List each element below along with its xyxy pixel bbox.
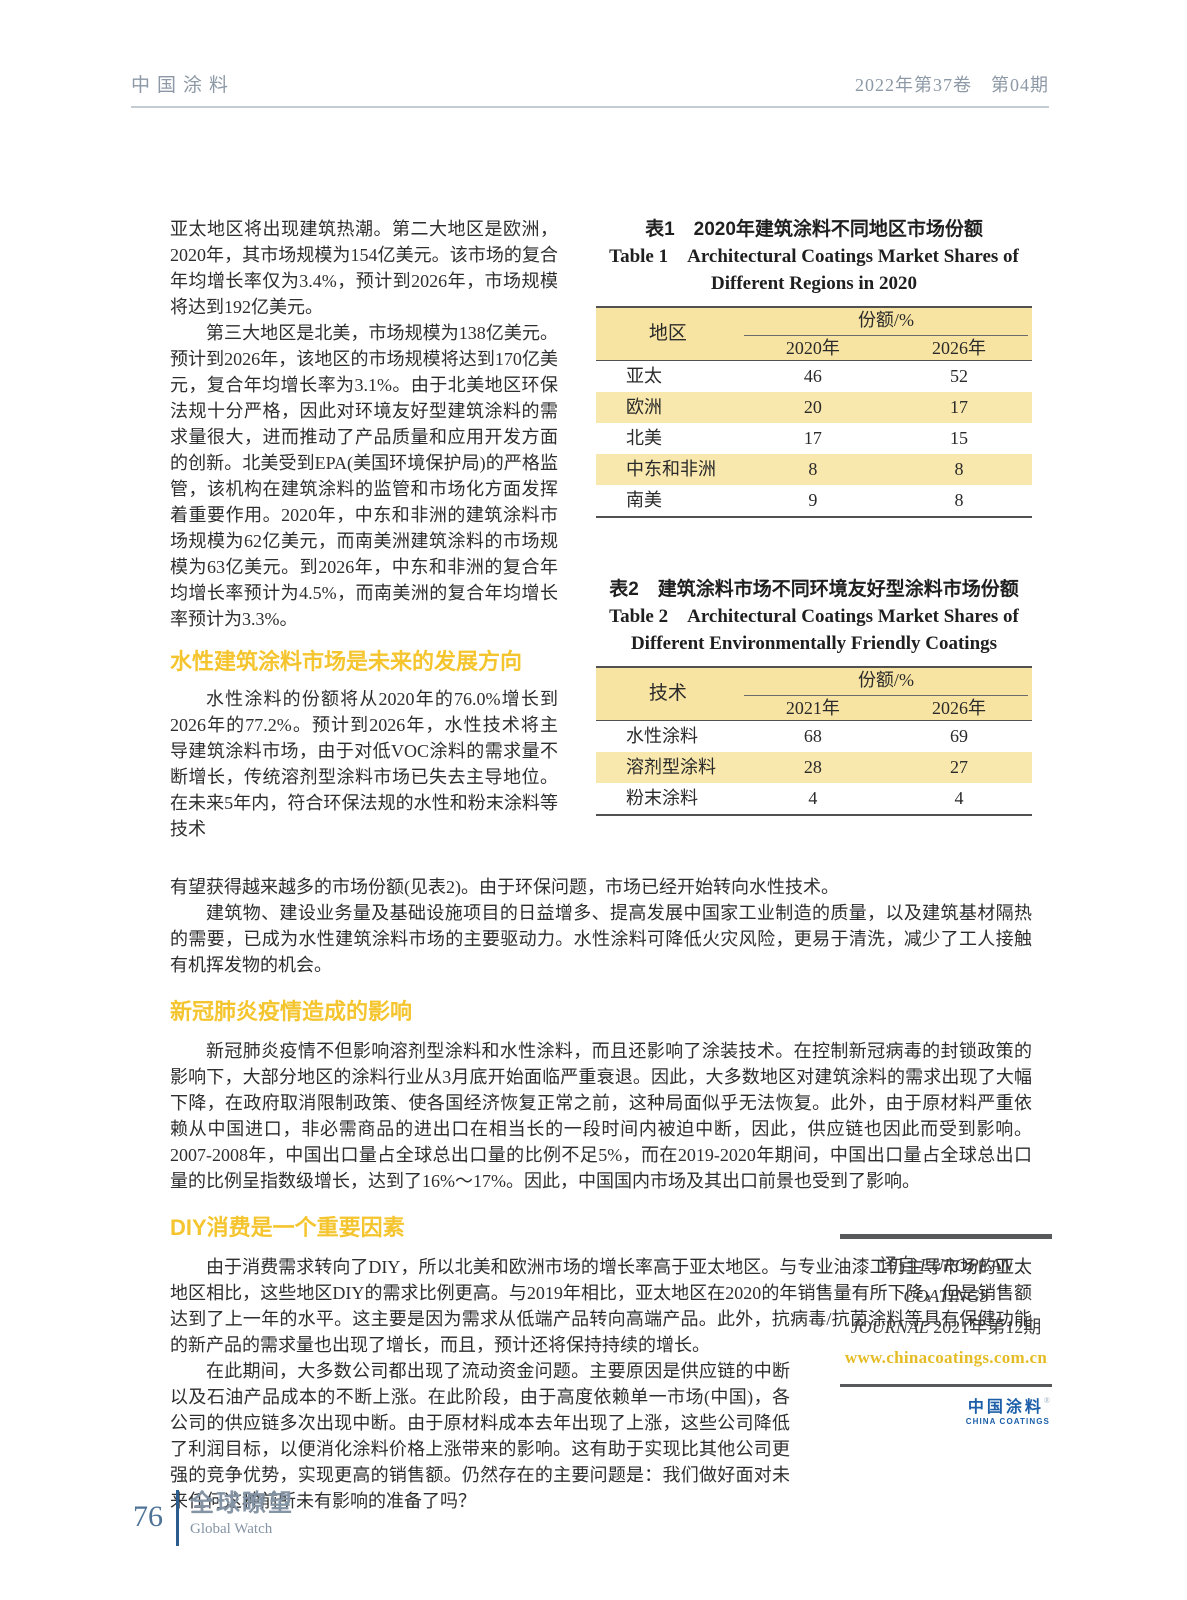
region-label: 欧洲 <box>596 392 740 423</box>
share-2020: 17 <box>803 428 822 448</box>
table2-year1-header: 2021年 <box>739 696 886 721</box>
share-2026: 69 <box>885 720 1032 752</box>
share-2026: 8 <box>954 490 964 510</box>
region-label: 南美 <box>626 490 662 510</box>
table1-year2-header: 2026年 <box>885 336 1032 361</box>
share-2026: 8 <box>885 454 1032 485</box>
share-2026: 15 <box>949 428 968 448</box>
footer-divider <box>176 1490 179 1546</box>
table2-title-cn: 表2 建筑涂料市场不同环境友好型涂料市场份额 <box>609 579 1019 600</box>
table-row: 水性涂料 68 69 <box>596 720 1032 752</box>
footer-section-en: Global Watch <box>190 1520 273 1537</box>
credit-top-rule <box>840 1234 1052 1239</box>
credit-line-1: 译自 EUROPEAN COATINGS <box>840 1250 1052 1312</box>
table-row: 欧洲 20 17 <box>596 392 1032 423</box>
page-number: 76 <box>133 1500 163 1533</box>
region-label: 中东和非洲 <box>596 454 740 485</box>
table2-year2-header: 2026年 <box>885 696 1032 721</box>
paragraph-drivers: 建筑物、建设业务量及基础设施项目的日益增多、提高发展中国家工业制造的质量，以及建… <box>170 903 1032 975</box>
share-2020: 8 <box>739 454 886 485</box>
table2-block: 表2 建筑涂料市场不同环境友好型涂料市场份额 Table 2 Architect… <box>596 576 1032 816</box>
technology-label: 水性涂料 <box>596 720 740 752</box>
credit-issue: 2021年第12期 <box>928 1317 1042 1337</box>
section-heading-diy: DIY消费是一个重要因素 <box>170 1215 405 1240</box>
paragraph-apac-europe: 亚太地区将出现建筑热潮。第二大地区是欧洲，2020年，其市场规模为154亿美元。… <box>170 219 558 317</box>
table2-share-header-label: 份额/% <box>743 668 1028 696</box>
footer-section-cn: 全球瞭望 <box>190 1490 294 1517</box>
article-body: 亚太地区将出现建筑热潮。第二大地区是欧洲，2020年，其市场规模为154亿美元。… <box>170 216 1032 1514</box>
credit-journal-name-1: EUROPEAN COATINGS <box>903 1255 1013 1306</box>
region-label: 北美 <box>626 428 662 448</box>
table2-stub-header: 技术 <box>596 667 740 721</box>
paragraph-diy: 由于消费需求转向了DIY，所以北美和欧洲市场的增长率高于亚太地区。与专业油漆工仍… <box>170 1257 1032 1355</box>
paragraph-covid: 新冠肺炎疫情不但影响溶剂型涂料和水性涂料，而且还影响了涂装技术。在控制新冠病毒的… <box>170 1041 1032 1191</box>
table1-year1-header: 2020年 <box>739 336 886 361</box>
table2-technologies: 技术 份额/% 2021年 2026年 <box>596 666 1032 816</box>
paragraph-north-america: 第三大地区是北美，市场规模为138亿美元。预计到2026年，该地区的市场规模将达… <box>170 323 558 629</box>
share-2021: 28 <box>739 752 886 783</box>
share-2020: 20 <box>739 392 886 423</box>
credit-bottom-rule <box>840 1384 1052 1387</box>
page-header: 中国涂料 2022年第37卷 第04期 <box>131 70 1049 108</box>
table1-share-header-label: 份额/% <box>743 308 1028 336</box>
paragraph-continuation: 有望获得越来越多的市场份额(见表2)。由于环保问题，市场已经开始转向水性技术。 <box>170 877 839 897</box>
page-footer: 76 全球瞭望 Global Watch <box>133 1490 294 1546</box>
table1-title-en-line2: Different Regions in 2020 <box>711 273 917 294</box>
table1-title-cn: 表1 2020年建筑涂料不同地区市场份额 <box>645 219 983 240</box>
table-row: 溶剂型涂料 28 27 <box>596 752 1032 783</box>
share-2020: 9 <box>808 490 818 510</box>
share-2026: 17 <box>885 392 1032 423</box>
table1-title-en-line1: Table 1 Architectural Coatings Market Sh… <box>609 246 1019 267</box>
table1-stub-header: 地区 <box>596 307 740 361</box>
share-2021: 4 <box>808 788 818 808</box>
table2-title-en-line1: Table 2 Architectural Coatings Market Sh… <box>609 606 1019 627</box>
table2-share-header: 份额/% <box>739 667 1032 696</box>
footer-section: 全球瞭望 Global Watch <box>190 1490 294 1537</box>
table1-block: 表1 2020年建筑涂料不同地区市场份额 Table 1 Architectur… <box>596 216 1032 518</box>
technology-label: 粉末涂料 <box>626 788 698 808</box>
table-row: 北美 17 15 <box>596 423 1032 454</box>
journal-name: 中国涂料 <box>131 75 236 96</box>
tables-column: 表1 2020年建筑涂料不同地区市场份额 Table 1 Architectur… <box>596 216 1032 874</box>
share-2020: 46 <box>739 360 886 392</box>
china-coatings-logo: 中国涂料® CHINA COATINGS <box>840 1397 1052 1426</box>
share-2021: 68 <box>739 720 886 752</box>
logo-trademark-icon: ® <box>1043 1396 1050 1405</box>
share-2026: 27 <box>885 752 1032 783</box>
credit-journal-name-2: JOURNAL <box>850 1317 929 1337</box>
table-row: 粉末涂料 4 4 <box>596 783 1032 815</box>
issue-info: 2022年第37卷 第04期 <box>855 75 1049 95</box>
section-heading-covid: 新冠肺炎疫情造成的影响 <box>170 999 413 1024</box>
share-2026: 4 <box>954 788 964 808</box>
section-heading-waterborne: 水性建筑涂料市场是未来的发展方向 <box>170 649 523 674</box>
paragraph-liquidity: 在此期间，大多数公司都出现了流动资金问题。主要原因是供应链的中断以及石油产品成本… <box>170 1361 790 1511</box>
technology-label: 溶剂型涂料 <box>596 752 740 783</box>
table1-regions: 地区 份额/% 2020年 2026年 <box>596 306 1032 518</box>
paragraph-waterborne: 水性涂料的份额将从2020年的76.0%增长到2026年的77.2%。预计到20… <box>170 689 558 839</box>
source-credit-box: 译自 EUROPEAN COATINGS JOURNAL 2021年第12期 w… <box>840 1234 1052 1426</box>
website-url: www.chinacoatings.com.cn <box>844 1348 1048 1367</box>
two-column-area: 亚太地区将出现建筑热潮。第二大地区是欧洲，2020年，其市场规模为154亿美元。… <box>170 216 1032 874</box>
table-row: 亚太 46 52 <box>596 360 1032 392</box>
credit-line-2: JOURNAL 2021年第12期 <box>840 1312 1052 1343</box>
region-label: 亚太 <box>596 360 740 392</box>
table-row: 中东和非洲 8 8 <box>596 454 1032 485</box>
logo-text-en: CHINA COATINGS <box>965 1417 1050 1426</box>
left-text-column: 亚太地区将出现建筑热潮。第二大地区是欧洲，2020年，其市场规模为154亿美元。… <box>170 216 558 874</box>
credit-prefix: 译自 <box>879 1255 920 1275</box>
table1-share-header: 份额/% <box>739 307 1032 336</box>
logo-text-cn: 中国涂料 <box>967 1399 1044 1416</box>
table-row: 南美 9 8 <box>596 485 1032 517</box>
table2-title-en-line2: Different Environmentally Friendly Coati… <box>630 633 998 654</box>
share-2026: 52 <box>885 360 1032 392</box>
